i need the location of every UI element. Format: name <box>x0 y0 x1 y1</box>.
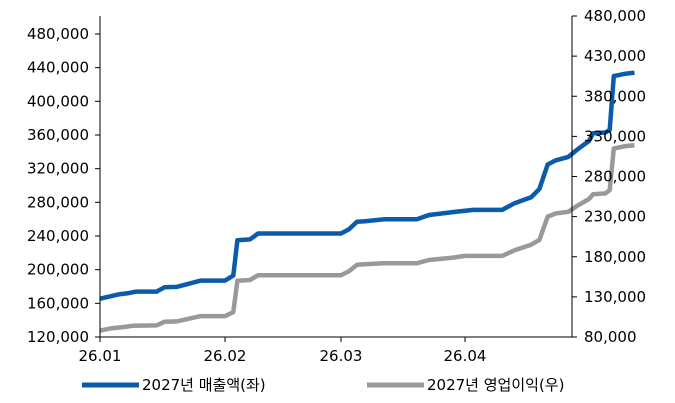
right-y-tick-label: 330,000 <box>584 127 646 145</box>
x-tick-label: 26.04 <box>444 347 487 365</box>
right-y-tick-label: 230,000 <box>584 208 646 226</box>
right-y-tick-label: 430,000 <box>584 47 646 65</box>
left-y-tick-label: 280,000 <box>27 193 89 211</box>
legend-label-operating-profit: 2027년 영업이익(우) <box>427 376 564 394</box>
right-y-tick-label: 80,000 <box>584 328 637 346</box>
left-y-tick-label: 440,000 <box>27 59 89 77</box>
right-y-tick-label: 480,000 <box>584 7 646 25</box>
x-tick-label: 26.03 <box>320 347 363 365</box>
right-y-tick-label: 180,000 <box>584 248 646 266</box>
right-y-tick-label: 130,000 <box>584 288 646 306</box>
left-y-tick-label: 120,000 <box>27 328 89 346</box>
left-y-tick-label: 480,000 <box>27 25 89 43</box>
left-y-tick-label: 160,000 <box>27 294 89 312</box>
right-y-tick-label: 380,000 <box>584 87 646 105</box>
series-line-revenue <box>99 70 635 301</box>
legend: 2027년 매출액(좌) 2027년 영업이익(우) <box>82 376 564 394</box>
x-tick-label: 26.01 <box>79 347 122 365</box>
left-y-tick-label: 360,000 <box>27 126 89 144</box>
legend-label-revenue: 2027년 매출액(좌) <box>142 376 266 394</box>
left-y-tick-label: 320,000 <box>27 160 89 178</box>
right-y-tick-label: 280,000 <box>584 168 646 186</box>
left-y-tick-label: 200,000 <box>27 261 89 279</box>
series-line-operating-profit <box>99 142 635 333</box>
left-y-tick-label: 240,000 <box>27 227 89 245</box>
ticks-layer: 120,000 160,000 200,000 240,000 280,000 320,0… <box>27 7 646 365</box>
series-layer <box>99 70 635 333</box>
left-y-tick-label: 400,000 <box>27 92 89 110</box>
x-tick-label: 26.02 <box>204 347 247 365</box>
